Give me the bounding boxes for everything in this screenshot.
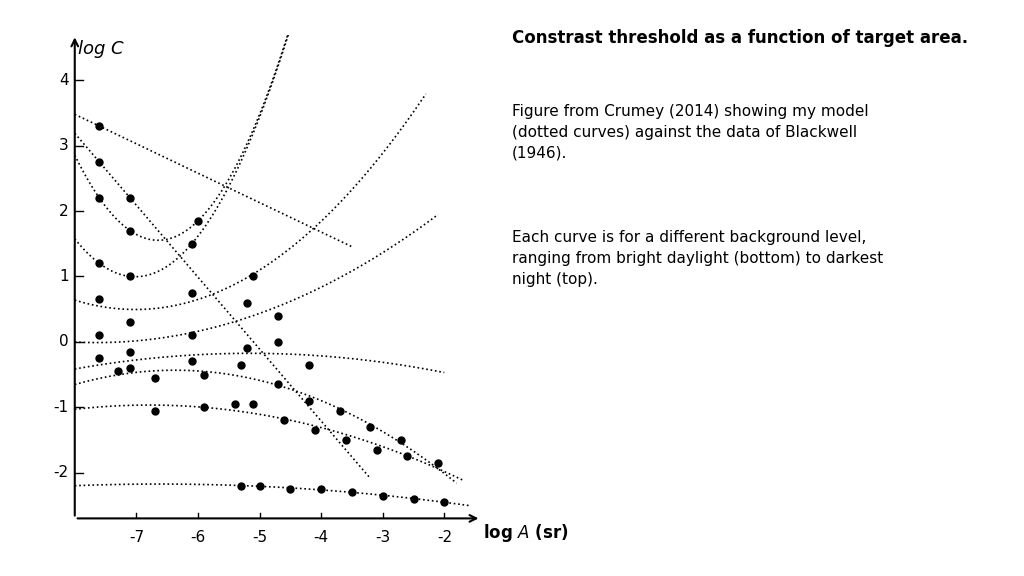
Text: log $C$: log $C$ bbox=[77, 38, 124, 60]
Text: -1: -1 bbox=[53, 400, 69, 415]
Text: -2: -2 bbox=[437, 530, 452, 545]
Text: Constrast threshold as a function of target area.: Constrast threshold as a function of tar… bbox=[512, 29, 968, 47]
Text: 2: 2 bbox=[59, 203, 69, 219]
Text: 1: 1 bbox=[59, 269, 69, 284]
Text: -2: -2 bbox=[53, 465, 69, 480]
Text: -3: -3 bbox=[375, 530, 390, 545]
Text: Figure from Crumey (2014) showing my model
(dotted curves) against the data of B: Figure from Crumey (2014) showing my mod… bbox=[512, 104, 868, 161]
Text: -6: -6 bbox=[190, 530, 206, 545]
Text: Each curve is for a different background level,
ranging from bright daylight (bo: Each curve is for a different background… bbox=[512, 230, 884, 287]
Text: 0: 0 bbox=[59, 334, 69, 350]
Text: log $A$ (sr): log $A$ (sr) bbox=[482, 522, 568, 544]
Text: -7: -7 bbox=[129, 530, 144, 545]
Text: -5: -5 bbox=[252, 530, 267, 545]
Text: -4: -4 bbox=[313, 530, 329, 545]
Text: 3: 3 bbox=[58, 138, 69, 153]
Text: 4: 4 bbox=[59, 73, 69, 88]
